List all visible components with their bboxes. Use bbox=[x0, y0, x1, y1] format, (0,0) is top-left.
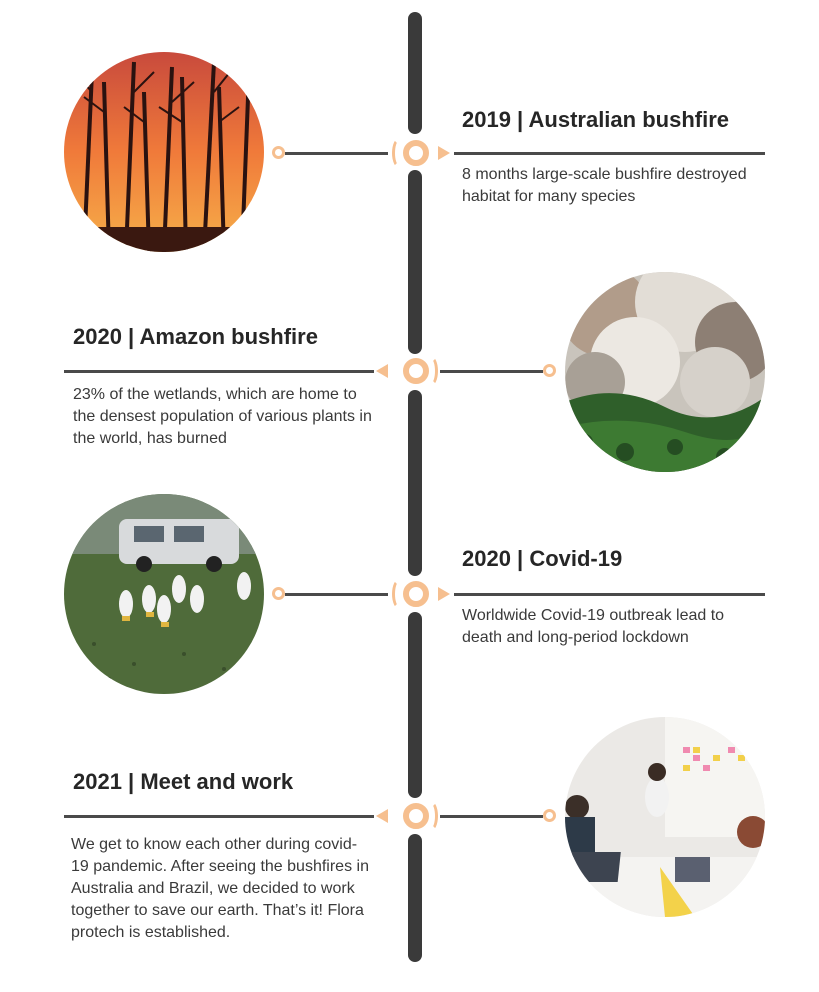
connector-line bbox=[440, 370, 543, 373]
title-underline bbox=[64, 370, 374, 373]
event-description: 23% of the wetlands, which are home to t… bbox=[73, 386, 372, 447]
node-bracket-right bbox=[424, 356, 438, 386]
event-title: 2020 | Amazon bushfire bbox=[73, 324, 318, 349]
node-bracket-right bbox=[424, 801, 438, 831]
event-title: 2019 | Australian bushfire bbox=[462, 107, 729, 132]
timeline-spine-3 bbox=[408, 390, 422, 576]
amazon-bushfire-photo bbox=[565, 272, 765, 472]
timeline-spine-1 bbox=[408, 12, 422, 134]
timeline-node bbox=[403, 581, 429, 607]
timeline-spine-5 bbox=[408, 834, 422, 962]
connector-dot bbox=[543, 809, 556, 822]
arrow-right-icon bbox=[438, 146, 450, 160]
event-description: Worldwide Covid-19 outbreak lead to deat… bbox=[462, 607, 725, 646]
covid-workers-photo bbox=[64, 494, 264, 694]
arrow-left-icon bbox=[376, 809, 388, 823]
event-description: We get to know each other during covid-1… bbox=[71, 836, 369, 941]
connector-dot bbox=[272, 587, 285, 600]
title-underline bbox=[454, 593, 765, 596]
event-description: 8 months large-scale bushfire destroyed … bbox=[462, 166, 747, 205]
connector-line bbox=[440, 815, 543, 818]
timeline-spine-2 bbox=[408, 170, 422, 354]
title-underline bbox=[454, 152, 765, 155]
node-bracket-left bbox=[392, 579, 406, 609]
event-title: 2020 | Covid-19 bbox=[462, 546, 623, 571]
event-title: 2021 | Meet and work bbox=[73, 769, 294, 794]
australian-bushfire-photo bbox=[64, 52, 264, 252]
timeline-spine-4 bbox=[408, 612, 422, 798]
node-bracket-left bbox=[392, 138, 406, 168]
arrow-left-icon bbox=[376, 364, 388, 378]
connector-dot bbox=[272, 146, 285, 159]
arrow-right-icon bbox=[438, 587, 450, 601]
connector-dot bbox=[543, 364, 556, 377]
connector-line bbox=[285, 152, 388, 155]
connector-line bbox=[285, 593, 388, 596]
timeline-node bbox=[403, 140, 429, 166]
title-underline bbox=[64, 815, 374, 818]
team-meeting-photo bbox=[565, 717, 765, 917]
